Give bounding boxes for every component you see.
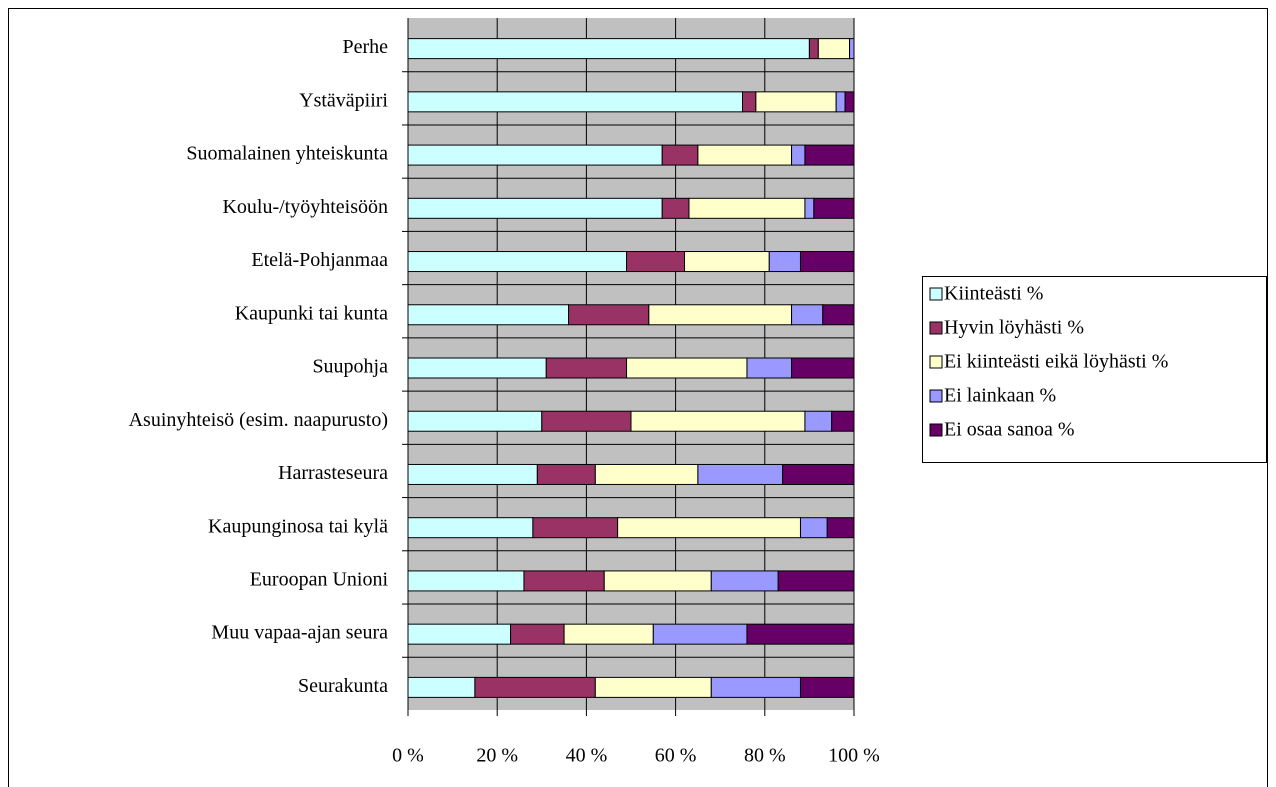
bar-segment [813, 197, 855, 219]
y-tick-label: Kaupunginosa tai kylä [208, 515, 388, 537]
bar-segment [768, 251, 801, 273]
y-tick-label: Etelä-Pohjanmaa [251, 249, 388, 271]
bar-segment [804, 410, 833, 432]
y-tick-label: Koulu-/työyhteisöön [222, 196, 388, 218]
bar-segment [407, 197, 663, 219]
y-tick-label: Muu vapaa-ajan seura [211, 622, 388, 644]
bar-segment [626, 357, 748, 379]
bar-segment [407, 38, 810, 60]
y-tick-label: Seurakunta [298, 675, 388, 697]
x-tick-label: 100 % [828, 745, 880, 767]
y-tick-label: Kaupunki tai kunta [235, 302, 388, 324]
bar-segment [407, 144, 663, 166]
bar-segment [661, 144, 699, 166]
legend-swatch [929, 423, 943, 437]
x-tick-label: 0 % [392, 745, 424, 767]
legend-label: Kiinteästi % [944, 283, 1043, 305]
bar-segment [407, 570, 525, 592]
bar-segment [545, 357, 628, 379]
bar-segment [407, 623, 512, 645]
y-tick-label: Euroopan Unioni [250, 569, 389, 591]
bar-segment [626, 251, 686, 273]
bar-segment [804, 197, 815, 219]
legend-label: Ei osaa sanoa % [944, 419, 1075, 441]
y-tick-label: Ystäväpiiri [299, 89, 388, 111]
bar-segment [791, 304, 824, 326]
bar-segment [407, 410, 543, 432]
x-tick-label: 40 % [566, 745, 608, 767]
bar-segment [407, 463, 538, 485]
bar-segment [799, 676, 855, 698]
legend-swatch [929, 321, 943, 335]
bar-segment [710, 676, 801, 698]
bar-segment [688, 197, 806, 219]
bar-segment [510, 623, 565, 645]
legend-label: Ei lainkaan % [944, 385, 1056, 407]
bar-segment [782, 463, 855, 485]
x-tick-label: 60 % [655, 745, 697, 767]
bar-segment [746, 623, 855, 645]
bar-segment [684, 251, 770, 273]
bar-segment [791, 357, 855, 379]
bar-segment [568, 304, 650, 326]
legend-box [922, 276, 1267, 463]
x-tick-label: 20 % [476, 745, 518, 767]
bar-segment [822, 304, 855, 326]
x-tick-label: 80 % [744, 745, 786, 767]
bar-segment [804, 144, 855, 166]
legend-label: Ei kiinteästi eikä löyhästi % [944, 351, 1168, 373]
y-tick-label: Harrasteseura [278, 462, 388, 484]
bar-segment [826, 517, 855, 539]
bar-segment [817, 38, 851, 60]
y-tick-label: Asuinyhteisö (esim. naapurusto) [129, 409, 388, 431]
bar-segment [407, 357, 547, 379]
legend-swatch [929, 389, 943, 403]
y-tick-label: Suomalainen yhteiskunta [186, 143, 388, 165]
bar-segment [831, 410, 855, 432]
bar-segment [523, 570, 605, 592]
bar-segment [563, 623, 654, 645]
bar-segment [791, 144, 806, 166]
bar-segment [536, 463, 596, 485]
bar-segment [407, 676, 476, 698]
bar-segment [808, 38, 819, 60]
legend-swatch [929, 355, 943, 369]
bar-segment [594, 676, 712, 698]
bar-segment [630, 410, 806, 432]
legend-swatch [929, 287, 943, 301]
bar-segment [844, 91, 855, 113]
bar-segment [777, 570, 855, 592]
bar-segment [697, 144, 793, 166]
bar-segment [532, 517, 619, 539]
bar-segment [742, 91, 757, 113]
bar-segment [799, 517, 828, 539]
y-tick-label: Perhe [342, 36, 388, 58]
bar-segment [648, 304, 793, 326]
bar-segment [407, 91, 743, 113]
bar-segment [407, 517, 534, 539]
bar-segment [710, 570, 779, 592]
bar-segment [755, 91, 837, 113]
bar-segment [835, 91, 846, 113]
bar-segment [617, 517, 801, 539]
bar-segment [594, 463, 699, 485]
bar-segment [799, 251, 855, 273]
bar-segment [407, 251, 628, 273]
bar-segment [474, 676, 596, 698]
bar-segment [407, 304, 570, 326]
bar-segment [603, 570, 712, 592]
bar-segment [541, 410, 632, 432]
bar-segment [849, 38, 855, 60]
bar-segment [746, 357, 793, 379]
bar-segment [652, 623, 748, 645]
y-tick-label: Suupohja [312, 356, 388, 378]
bar-segment [697, 463, 784, 485]
legend-label: Hyvin löyhästi % [944, 317, 1084, 339]
bar-segment [661, 197, 690, 219]
